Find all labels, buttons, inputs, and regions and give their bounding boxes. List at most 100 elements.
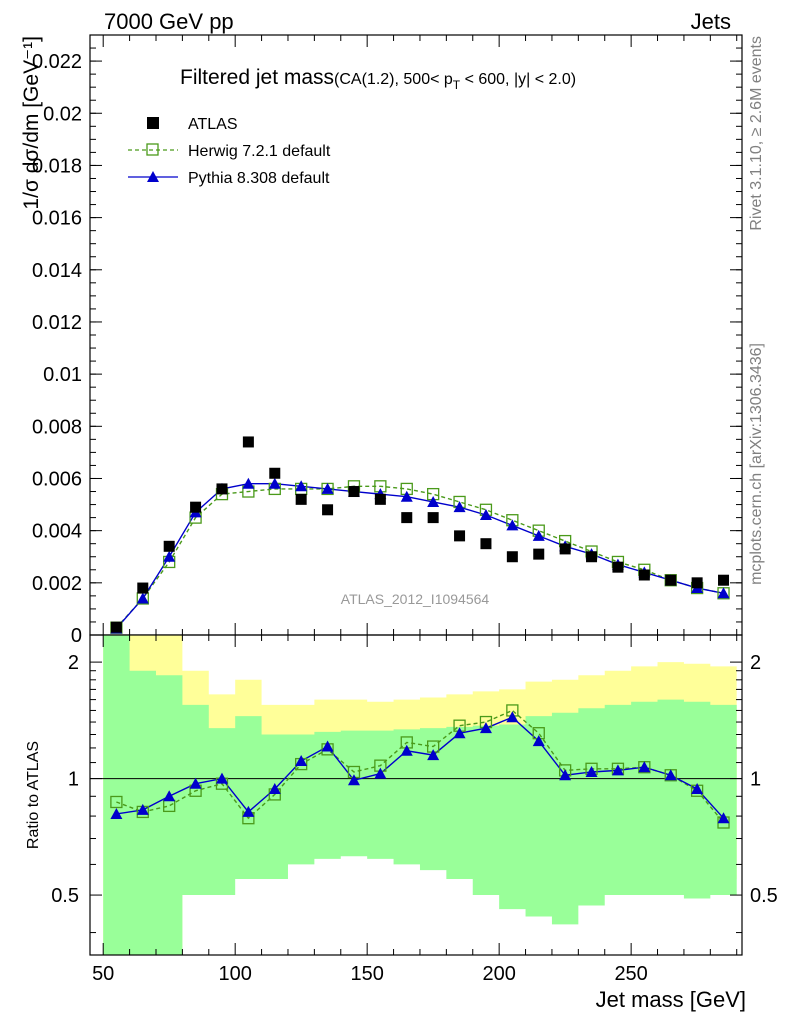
- ratio-y-axis-label: Ratio to ATLAS: [25, 741, 42, 849]
- atlas-data-point: [110, 621, 122, 633]
- pythia-main-point: [321, 482, 334, 494]
- ratio-y-tick-label-right: 1: [750, 769, 761, 791]
- pythia-main-point: [268, 477, 281, 489]
- atlas-data-point: [348, 486, 360, 498]
- pythia-main-point: [295, 480, 308, 492]
- ratio-y-tick-label: 0.5: [51, 885, 79, 907]
- pythia-ratio-point: [321, 740, 334, 752]
- x-tick-label: 200: [482, 963, 515, 985]
- x-tick-label: 150: [350, 963, 383, 985]
- main-y-tick-label: 0.01: [43, 364, 82, 386]
- atlas-data-point: [374, 493, 386, 505]
- plot-title-sub: (CA(1.2), 500< p: [334, 71, 453, 88]
- pythia-main-point: [242, 477, 255, 489]
- pythia-ratio-point: [664, 769, 677, 781]
- pythia-main-point: [717, 587, 730, 599]
- atlas-data-point: [216, 483, 228, 495]
- main-y-tick-label: 0.016: [32, 208, 82, 230]
- atlas-data-point: [718, 574, 730, 586]
- pythia-ratio-point: [136, 803, 149, 815]
- herwig-ratio-line: [116, 709, 725, 823]
- ratio-y-tick-label-right: 2: [750, 652, 761, 674]
- main-y-tick-label: 0.02: [43, 103, 82, 125]
- plot-title-sub-post: < 600, |y| < 2.0): [460, 71, 576, 88]
- pythia-ratio-point: [163, 790, 176, 802]
- legend-atlas-marker: [147, 117, 159, 129]
- legend-pythia-label: Pythia 8.308 default: [188, 170, 330, 187]
- atlas-data-point: [190, 501, 202, 513]
- atlas-data-point: [427, 512, 439, 524]
- atlas-data-point: [242, 436, 254, 448]
- legend-pythia-marker: [147, 171, 159, 182]
- pythia-ratio-point: [242, 805, 255, 817]
- pythia-ratio-point: [611, 764, 624, 776]
- pythia-ratio-point: [585, 765, 598, 777]
- pythia-ratio-point: [268, 782, 281, 794]
- pythia-main-point: [427, 495, 440, 507]
- atlas-data-point: [533, 548, 545, 560]
- header-right-label: Jets: [691, 9, 731, 34]
- pythia-main-point: [479, 509, 492, 520]
- main-y-tick-label: 0.006: [32, 468, 82, 490]
- main-y-tick-label: 0.012: [32, 312, 82, 334]
- main-y-tick-label: 0: [71, 625, 82, 647]
- main-y-tick-label: 0.008: [32, 416, 82, 438]
- pythia-ratio-point: [189, 777, 202, 789]
- main-y-axis-label: 1/σ dσ/dm [GeV⁻¹]: [20, 36, 43, 210]
- pythia-ratio-point: [532, 735, 545, 747]
- pythia-ratio-point: [453, 727, 466, 739]
- main-y-tick-label: 0.022: [32, 51, 82, 73]
- legend-herwig-marker: [146, 143, 159, 156]
- mcplots-side-label: mcplots.cern.ch [arXiv:1306.3436]: [748, 343, 765, 585]
- pythia-ratio-point: [347, 774, 360, 786]
- pythia-ratio-point: [427, 749, 440, 761]
- x-tick-label: 100: [218, 963, 251, 985]
- rivet-side-label: Rivet 3.1.10, ≥ 2.6M events: [748, 36, 765, 231]
- atlas-data-point: [665, 574, 677, 586]
- atlas-data-point: [480, 538, 492, 550]
- pythia-main-point: [453, 501, 466, 513]
- pythia-ratio-point: [215, 772, 228, 784]
- pythia-ratio-point: [479, 722, 492, 734]
- x-axis-label: Jet mass [GeV]: [596, 987, 746, 1012]
- atlas-data-point: [269, 467, 281, 479]
- pythia-ratio-point: [717, 812, 730, 824]
- pythia-main-point: [163, 550, 176, 562]
- ratio-y-tick-label: 2: [68, 652, 79, 674]
- main-y-tick-label: 0.018: [32, 155, 82, 177]
- plot-title: Filtered jet mass(CA(1.2), 500< pT < 600…: [180, 66, 576, 92]
- main-y-tick-label: 0.002: [32, 573, 82, 595]
- ratio-y-tick-label: 1: [68, 769, 79, 791]
- pythia-main-point: [532, 529, 545, 541]
- herwig-ratio-point: [110, 795, 123, 809]
- main-y-tick-label: 0.014: [32, 260, 82, 282]
- pythia-ratio-line: [116, 716, 725, 819]
- atlas-data-point: [137, 582, 149, 594]
- legend: ATLAS Herwig 7.2.1 default Pythia 8.308 …: [128, 116, 331, 187]
- atlas-data-point: [322, 504, 334, 516]
- atlas-data-point: [506, 551, 518, 563]
- atlas-data-point: [454, 530, 466, 542]
- plot-title-main: Filtered jet mass: [180, 66, 334, 89]
- ratio-y-tick-label-right: 0.5: [750, 885, 778, 907]
- pythia-ratio-point: [559, 769, 572, 781]
- legend-atlas-label: ATLAS: [188, 116, 238, 133]
- atlas-data-point: [638, 569, 650, 581]
- atlas-data-point: [295, 493, 307, 505]
- atlas-data-point: [612, 561, 624, 573]
- ratio-frame: [89, 634, 743, 956]
- legend-herwig-label: Herwig 7.2.1 default: [188, 143, 331, 160]
- atlas-data-point: [559, 543, 571, 555]
- pythia-ratio-point: [400, 744, 413, 756]
- plot-title-sub-subscript: T: [453, 78, 461, 92]
- main-plot-panel: 0 0.002 0.004 0.006 0.008 0.01 0.012 0.014 0.016…: [20, 34, 743, 647]
- atlas-data-point: [586, 551, 598, 563]
- pythia-ratio-point: [374, 767, 387, 779]
- header-left-label: 7000 GeV pp: [104, 9, 234, 34]
- x-tick-label: 50: [92, 963, 114, 985]
- ratio-uncertainty-band-inner: [103, 635, 737, 955]
- pythia-ratio-point: [691, 782, 704, 794]
- pythia-main-point: [400, 490, 413, 502]
